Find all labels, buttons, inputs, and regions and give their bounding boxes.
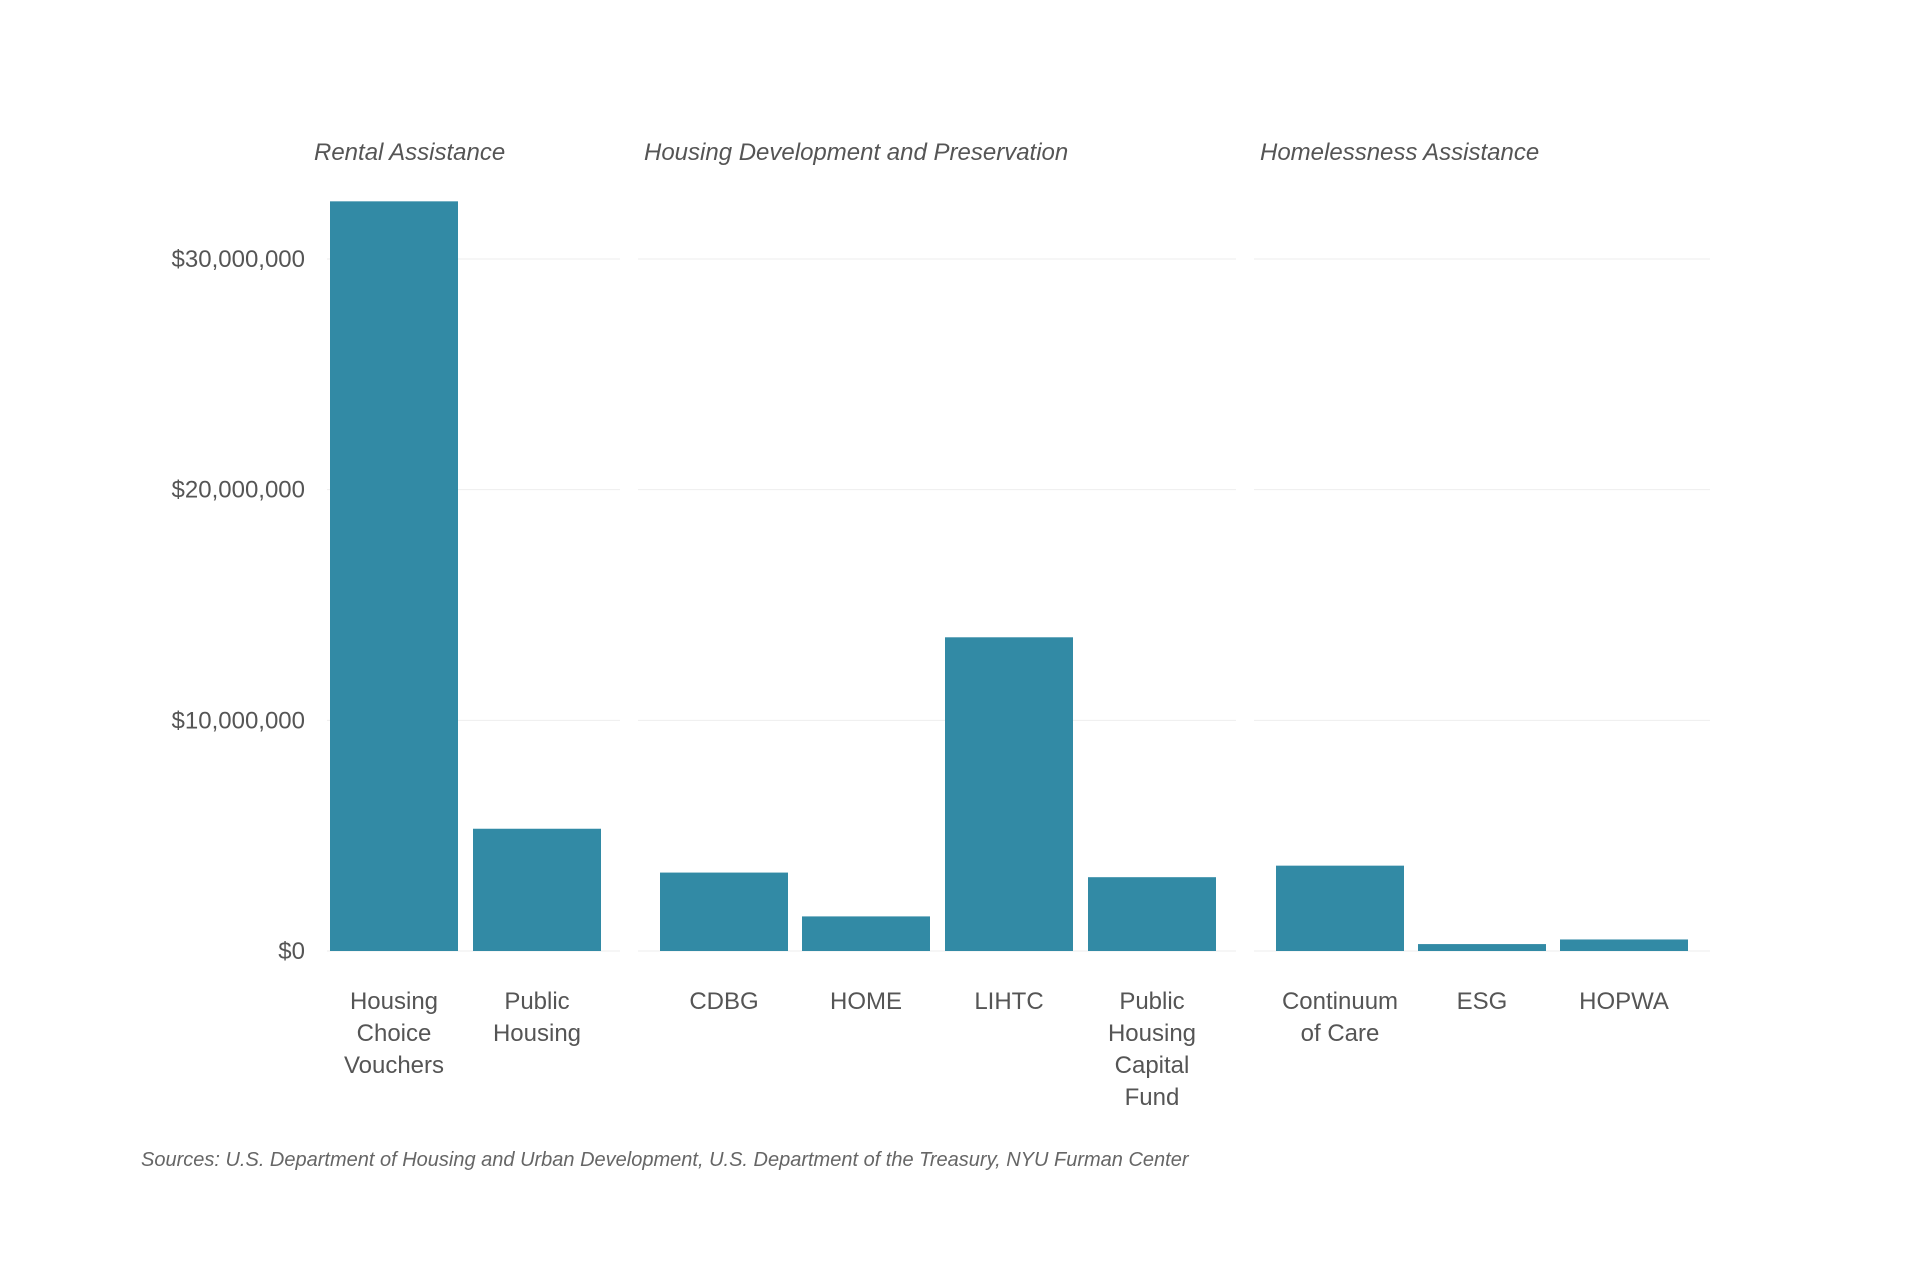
x-tick-label: CDBG [689, 988, 758, 1015]
bar [1088, 877, 1216, 951]
source-note: Sources: U.S. Department of Housing and … [141, 1149, 1190, 1171]
bar [1418, 944, 1546, 951]
group-label: Rental Assistance [314, 139, 505, 166]
bar [473, 828, 601, 951]
bar [802, 916, 930, 951]
category-labels: Housing Choice Vouchers Public Housing CDBG HO… [344, 988, 1669, 1111]
bar [1276, 865, 1404, 951]
bar [1560, 939, 1688, 951]
y-tick-label: $20,000,000 [172, 477, 305, 504]
bars [330, 201, 1688, 952]
bar [945, 637, 1073, 951]
y-tick-label: $10,000,000 [172, 707, 305, 734]
x-tick-label: HOME [830, 988, 902, 1015]
x-tick-label: Public Housing [493, 988, 581, 1047]
x-tick-label: Public Housing Capital Fund [1108, 988, 1196, 1111]
x-tick-label: LIHTC [974, 988, 1043, 1015]
group-label: Homelessness Assistance [1260, 139, 1539, 166]
bar [330, 201, 458, 952]
x-tick-label: ESG [1457, 988, 1508, 1015]
group-labels: Rental Assistance Housing Development and… [314, 139, 1539, 166]
group-label: Housing Development and Preservation [644, 139, 1068, 166]
y-axis-ticks: $0 $10,000,000 $20,000,000 $30,000,000 [172, 246, 305, 965]
y-tick-label: $0 [278, 938, 305, 965]
x-tick-label: Housing Choice Vouchers [344, 988, 444, 1079]
y-tick-label: $30,000,000 [172, 246, 305, 273]
x-tick-label: HOPWA [1579, 988, 1669, 1015]
bar [660, 872, 788, 951]
x-tick-label: Continuum of Care [1282, 988, 1398, 1047]
